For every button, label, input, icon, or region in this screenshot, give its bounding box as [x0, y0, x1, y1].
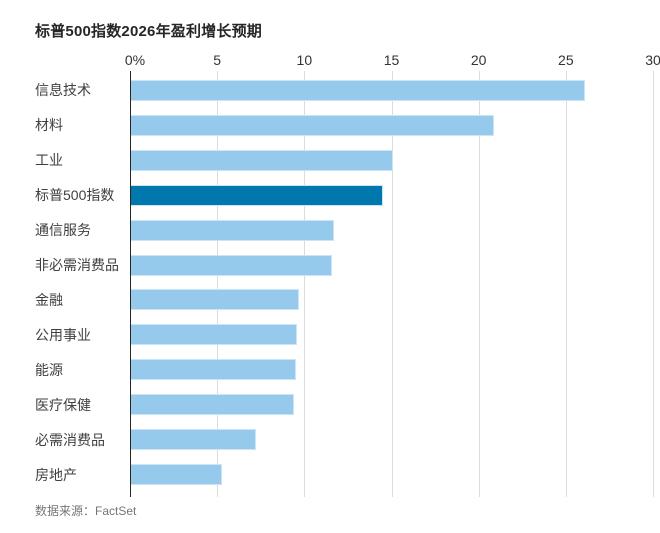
bar	[131, 359, 296, 381]
x-tick-label: 10	[296, 52, 313, 68]
x-tick-label: 30	[645, 52, 660, 68]
bar	[131, 289, 300, 311]
grid-line	[478, 71, 480, 497]
category-label: 医疗保健	[35, 396, 91, 413]
chart-title: 标普500指数2026年盈利增长预期	[35, 23, 262, 40]
grid-line	[217, 71, 219, 497]
bar	[131, 324, 298, 346]
x-tick-label: 25	[558, 52, 574, 68]
category-label: 标普500指数	[35, 187, 115, 204]
grid-line	[391, 71, 393, 497]
bar	[131, 79, 585, 101]
category-label: 必需消费品	[35, 431, 105, 448]
grid-line	[304, 71, 306, 497]
y-axis-line	[130, 71, 131, 497]
highlight-bar	[131, 184, 383, 206]
category-label: 能源	[35, 361, 63, 378]
grid-line	[653, 71, 654, 497]
bar	[131, 464, 223, 486]
grid-line	[565, 71, 567, 497]
category-label: 工业	[35, 152, 63, 169]
category-label: 金融	[35, 291, 63, 308]
category-label: 公用事业	[35, 326, 91, 343]
x-tick-label: 5	[213, 52, 222, 68]
bar	[131, 149, 394, 171]
bar	[131, 219, 334, 241]
category-label: 信息技术	[35, 82, 91, 99]
x-tick-label: 20	[470, 52, 487, 68]
category-label: 房地产	[35, 466, 77, 483]
category-label: 非必需消费品	[35, 257, 119, 274]
bar	[131, 254, 333, 276]
category-label: 材料	[35, 117, 63, 134]
bar	[131, 394, 294, 416]
source-note: 数据来源：FactSet	[35, 504, 137, 518]
bar	[131, 429, 256, 451]
category-label: 通信服务	[35, 222, 91, 239]
bar	[131, 114, 495, 136]
x-tick-label: 0%	[124, 52, 146, 68]
x-tick-label: 15	[383, 52, 400, 68]
